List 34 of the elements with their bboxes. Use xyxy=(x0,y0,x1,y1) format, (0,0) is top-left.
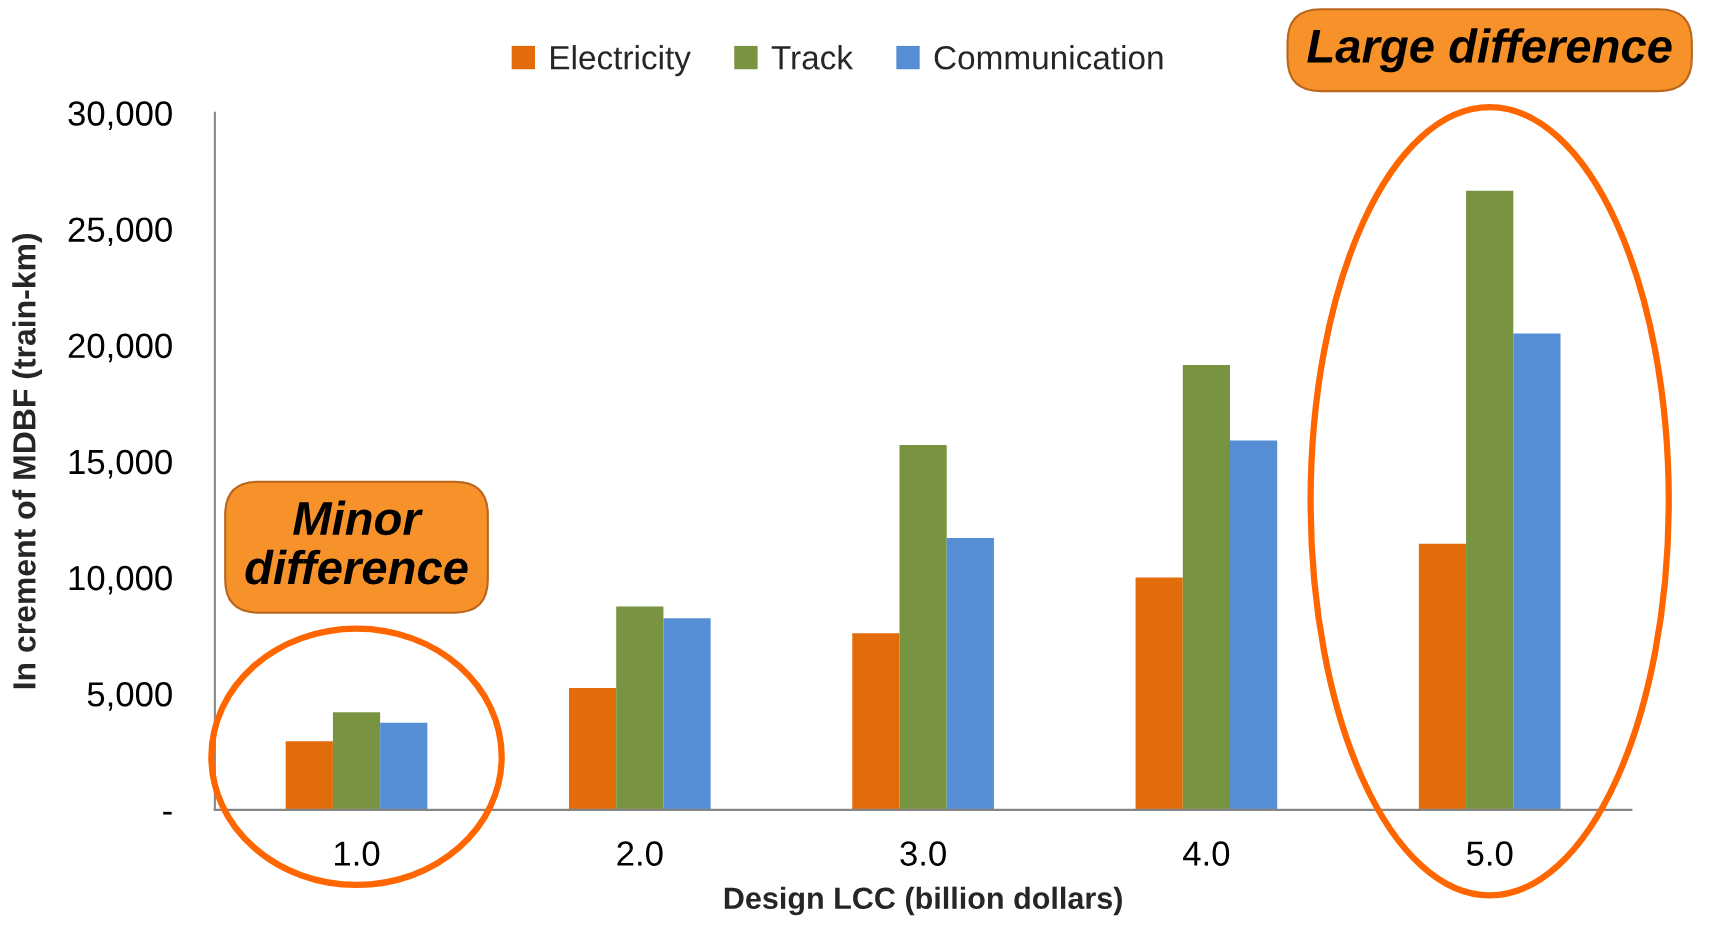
annotation: Minor difference xyxy=(245,500,468,585)
bar xyxy=(1466,190,1514,810)
bar xyxy=(1513,333,1561,810)
x-tick-label: 1.0 xyxy=(335,841,380,866)
y-axis-title: In crement of MDBF (train-km) xyxy=(12,234,43,689)
bar xyxy=(1418,543,1467,810)
bar xyxy=(568,687,617,810)
legend-label: Track xyxy=(771,45,854,70)
legend-label: Communication xyxy=(934,45,1163,70)
y-tick-label: 20,000 xyxy=(68,333,172,363)
bar xyxy=(616,606,664,810)
y-tick-label: 25,000 xyxy=(68,217,172,247)
text: Large difference xyxy=(1307,28,1672,73)
y-tick-label: 15,000 xyxy=(69,449,172,479)
bar xyxy=(1182,364,1230,810)
x-tick-label: 3.0 xyxy=(900,841,946,866)
y-tick-label: 5,000 xyxy=(87,682,172,711)
x-tick-label: 4.0 xyxy=(1183,841,1230,866)
bar xyxy=(899,445,947,810)
bar xyxy=(285,741,333,810)
bar xyxy=(852,633,900,810)
x-axis-title: Design LCC (billion dollars) xyxy=(724,886,1122,916)
x-tick-label: 5.0 xyxy=(1466,841,1513,866)
legend-label: Electricity xyxy=(551,45,691,77)
bar xyxy=(1230,440,1278,810)
bar xyxy=(380,722,428,810)
bar xyxy=(1135,577,1183,810)
bar xyxy=(332,712,381,810)
bar xyxy=(663,618,711,810)
x-tick-label: 2.0 xyxy=(617,841,663,866)
bar xyxy=(946,538,994,810)
y-tick-label: 10,000 xyxy=(69,565,172,595)
y-tick-label: 30,000 xyxy=(68,101,172,130)
y-tick-label: - xyxy=(163,811,172,815)
